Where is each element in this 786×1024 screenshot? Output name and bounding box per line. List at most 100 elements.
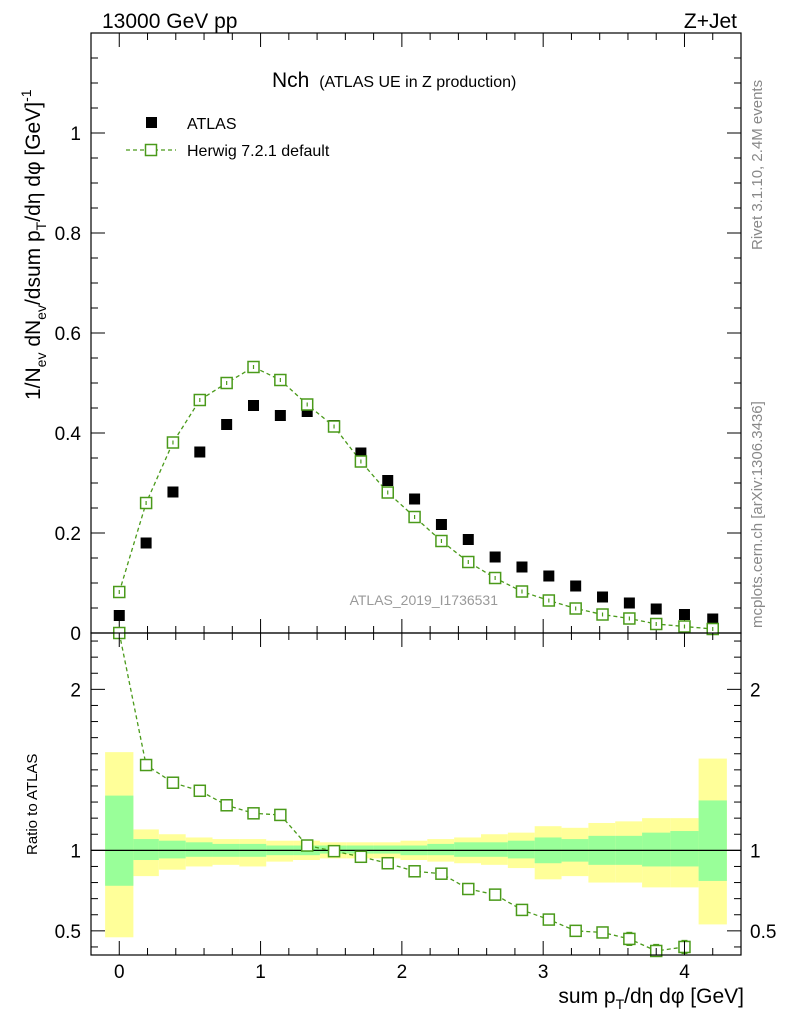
ratio-y-tick-label: 0.5	[55, 922, 81, 943]
plot-title: Nch (ATLAS UE in Z production)	[272, 69, 516, 92]
atlas-data-point	[462, 534, 474, 545]
ratio-y-ticks: 0.5 0.5 1 1 2 2	[55, 640, 776, 948]
x-tick-label: 2	[397, 962, 408, 983]
ratio-x-ticks: 0 1 2 3 4	[90, 633, 742, 983]
ratio-panel: 0.5 0.5 1 1 2 2 0 1 2 3 4 Ratio to ATLAS sum pT/d…	[24, 626, 776, 1012]
ratio-band-inner-bin	[185, 842, 213, 857]
top-y-tick-label: 0.6	[55, 324, 81, 345]
top-y-label: 1/Nev dNev/dsum pT/dη dφ [GeV]-1	[18, 89, 49, 400]
atlas-data-point	[516, 561, 528, 573]
atlas-data-point	[435, 519, 447, 530]
top-panel: 0 0.2 0.4 0.6 0.8 1 Nch (ATLAS UE in Z produc…	[18, 32, 742, 645]
ratio-band-inner-bin	[642, 832, 671, 867]
header-process: Z+Jet	[684, 10, 737, 33]
ratio-data-point	[462, 882, 475, 896]
ratio-data-point	[381, 856, 394, 870]
ratio-data-point	[623, 932, 636, 946]
ratio-band-inner-bin	[481, 842, 508, 857]
rivet-version-label: Rivet 3.1.10, 2.4M events	[749, 80, 766, 250]
ratio-band-inner-bin	[373, 845, 401, 854]
legend-herwig-label: Herwig 7.2.1 default	[187, 143, 330, 160]
atlas-points	[113, 400, 719, 625]
ratio-herwig-line	[118, 632, 685, 952]
ratio-herwig-curve	[118, 632, 685, 952]
ratio-data-point	[274, 808, 287, 822]
ratio-data-point	[300, 839, 314, 852]
ratio-band-inner	[105, 795, 727, 886]
atlas-data-point	[650, 603, 662, 615]
ratio-y-tick-label-right: 2	[750, 680, 761, 701]
atlas-data-point	[382, 475, 394, 486]
ratio-band-inner-bin	[105, 795, 134, 886]
top-y-tick-label: 0.8	[55, 224, 81, 245]
ratio-data-point	[193, 784, 207, 798]
legend-herwig-marker	[144, 143, 158, 157]
atlas-data-point	[301, 406, 313, 417]
atlas-data-point	[194, 446, 206, 458]
top-y-tick-label: 1	[70, 124, 81, 145]
herwig-points	[113, 360, 719, 636]
top-y-tick-label: 0	[70, 624, 81, 645]
top-y-tick-label: 0.4	[55, 424, 82, 445]
ratio-data-point	[488, 888, 502, 901]
ratio-y-tick-label-right: 0.5	[750, 922, 776, 943]
ratio-data-point	[515, 903, 529, 917]
ratio-herwig-points	[113, 626, 691, 958]
top-x-ticks	[90, 33, 742, 633]
ratio-data-point	[569, 924, 582, 938]
x-tick-label: 1	[255, 962, 266, 983]
top-y-tick-label: 0.2	[55, 524, 81, 545]
atlas-data-point	[570, 580, 582, 592]
atlas-data-point	[167, 486, 179, 498]
atlas-data-point	[707, 613, 719, 625]
ratio-data-point	[220, 799, 233, 812]
ratio-data-point	[247, 807, 260, 820]
atlas-data-point	[274, 410, 286, 421]
ratio-data-point	[327, 844, 341, 858]
source-label: mcplots.cern.ch [arXiv:1306.3436]	[749, 401, 766, 628]
x-tick-label: 0	[114, 962, 125, 983]
atlas-data-point	[140, 537, 152, 549]
analysis-watermark: ATLAS_2019_I1736531	[350, 592, 499, 608]
atlas-data-point	[597, 591, 609, 603]
ratio-data-point	[354, 850, 368, 864]
ratio-data-point	[408, 865, 421, 878]
legend-atlas-marker	[146, 117, 157, 128]
atlas-data-point	[355, 447, 367, 459]
ratio-data-point	[435, 867, 448, 880]
ratio-band-inner-bin	[698, 800, 727, 881]
header-energy: 13000 GeV pp	[102, 10, 237, 33]
atlas-data-point	[248, 400, 259, 411]
ratio-y-tick-label: 2	[70, 680, 81, 701]
ratio-band-inner-bin	[133, 839, 159, 861]
atlas-data-point	[113, 610, 125, 621]
x-tick-label: 3	[538, 962, 549, 983]
ratio-data-point	[542, 913, 556, 926]
ratio-data-point	[596, 926, 609, 939]
x-axis-label: sum pT/dη dφ [GeV]	[558, 985, 744, 1012]
top-panel-frame	[90, 32, 742, 634]
atlas-data-point	[489, 551, 501, 563]
legend: ATLAS Herwig 7.2.1 default	[126, 116, 330, 160]
ratio-band-inner-bin	[158, 840, 186, 859]
atlas-data-point	[543, 570, 555, 582]
ratio-y-tick-label: 1	[70, 841, 81, 862]
atlas-data-point	[623, 597, 635, 609]
ratio-data-point	[139, 758, 153, 772]
ratio-data-point	[166, 776, 180, 789]
top-y-ticks: 0 0.2 0.4 0.6 0.8 1	[55, 57, 741, 645]
ratio-band-inner-bin	[670, 831, 699, 867]
ratio-band-inner-bin	[427, 843, 455, 856]
ratio-band-inner-bin	[346, 845, 374, 854]
atlas-data-point	[678, 609, 690, 620]
x-tick-label: 4	[679, 962, 690, 983]
legend-atlas-label: ATLAS	[187, 116, 237, 133]
ratio-panel-frame	[90, 632, 742, 956]
atlas-data-point	[409, 493, 421, 505]
atlas-data-point	[221, 419, 233, 430]
ratio-y-tick-label-right: 1	[750, 841, 761, 862]
ratio-band-inner-bin	[507, 840, 535, 859]
ratio-band-inner-bin	[454, 842, 481, 857]
ratio-y-label: Ratio to ATLAS	[24, 754, 41, 855]
